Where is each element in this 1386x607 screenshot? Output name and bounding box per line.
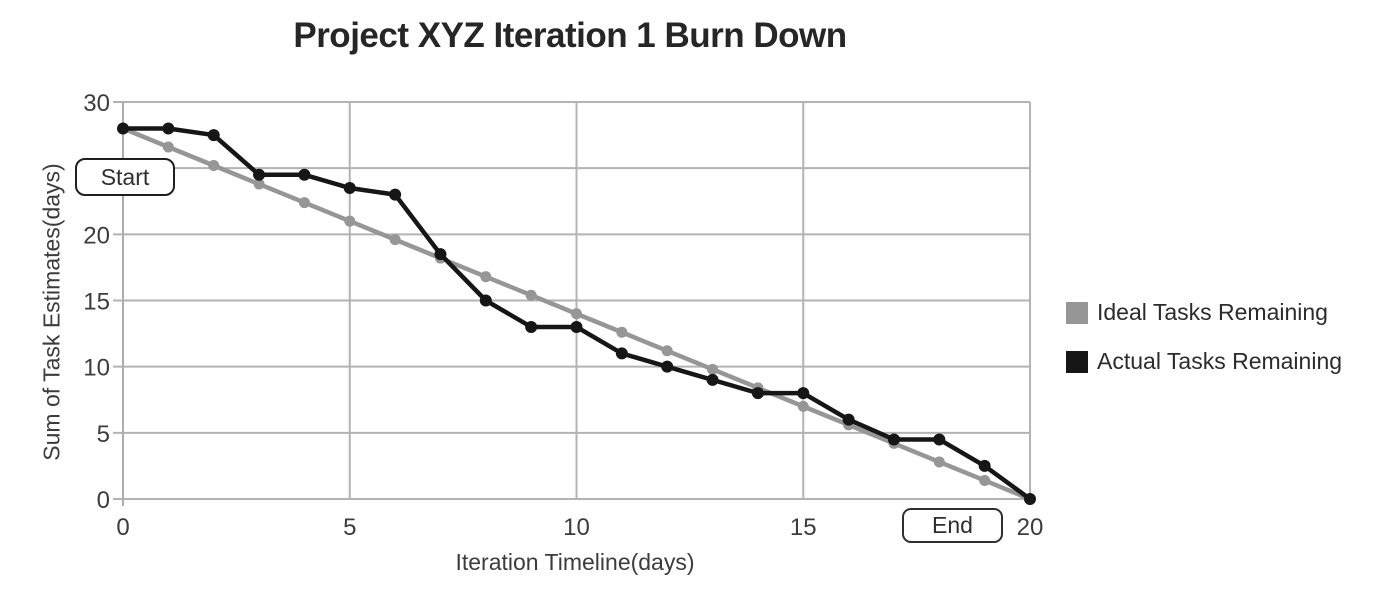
x-tick-label: 20 — [1017, 514, 1044, 541]
y-tick-label: 15 — [83, 289, 110, 316]
ideal-data-point — [162, 141, 174, 153]
x-tick-label: 0 — [116, 514, 129, 541]
y-tick-label: 10 — [83, 355, 110, 382]
actual-data-point — [706, 373, 719, 386]
actual-data-point — [162, 122, 175, 135]
actual-data-point — [570, 320, 583, 333]
x-axis-label: Iteration Timeline(days) — [455, 549, 695, 575]
actual-data-point — [479, 294, 492, 307]
y-tick-label: 20 — [83, 222, 110, 249]
y-tick-label: 30 — [83, 90, 110, 117]
ideal-data-point — [797, 400, 809, 412]
actual-data-point — [298, 168, 311, 181]
actual-data-point — [207, 129, 220, 142]
actual-data-point — [1024, 493, 1036, 505]
start-annotation: Start — [75, 158, 175, 196]
ideal-data-point — [933, 456, 945, 468]
ideal-data-point — [208, 160, 220, 172]
legend-swatch-ideal — [1066, 301, 1088, 324]
actual-data-point — [797, 387, 810, 400]
legend-label-actual: Actual Tasks Remaining — [1097, 348, 1343, 374]
actual-data-point — [343, 182, 356, 195]
actual-data-point — [253, 168, 266, 181]
x-tick-label: 5 — [343, 514, 356, 541]
ideal-data-point — [616, 326, 628, 338]
actual-data-point — [751, 387, 764, 400]
actual-data-point — [434, 248, 447, 261]
x-tick-label: 10 — [563, 514, 590, 541]
end-annotation: End — [902, 508, 1003, 543]
actual-data-point — [887, 433, 900, 446]
actual-data-point — [933, 433, 946, 446]
ideal-data-point — [253, 178, 265, 190]
ideal-data-point — [661, 345, 673, 357]
actual-data-point — [389, 188, 402, 201]
ideal-data-point — [298, 197, 310, 209]
end-annotation-label: End — [932, 512, 973, 538]
start-annotation-label: Start — [100, 163, 150, 190]
ideal-data-point — [707, 363, 719, 375]
x-tick-label: 15 — [790, 514, 817, 541]
ideal-data-point — [480, 271, 492, 283]
ideal-data-point — [525, 289, 537, 301]
ideal-data-point — [979, 474, 991, 486]
ideal-data-point — [571, 308, 582, 320]
legend-label-ideal: Ideal Tasks Remaining — [1097, 299, 1328, 325]
chart-title: Project XYZ Iteration 1 Burn Down — [293, 16, 847, 55]
legend: Ideal Tasks Remaining Actual Tasks Remai… — [1066, 299, 1342, 375]
legend-item-actual: Actual Tasks Remaining — [1066, 348, 1342, 375]
y-tick-label: 5 — [97, 421, 110, 448]
actual-data-point — [117, 122, 129, 135]
actual-data-point — [842, 413, 855, 426]
legend-swatch-actual — [1066, 350, 1088, 373]
actual-data-point — [525, 320, 538, 333]
legend-item-ideal: Ideal Tasks Remaining — [1066, 299, 1342, 326]
actual-data-point — [978, 459, 991, 472]
actual-data-point — [661, 360, 674, 373]
ideal-data-point — [344, 215, 356, 227]
y-tick-label: 0 — [97, 487, 110, 514]
y-axis-label: Sum of Task Estimates(days) — [38, 163, 65, 461]
actual-data-point — [615, 347, 628, 360]
ideal-data-point — [389, 234, 401, 246]
